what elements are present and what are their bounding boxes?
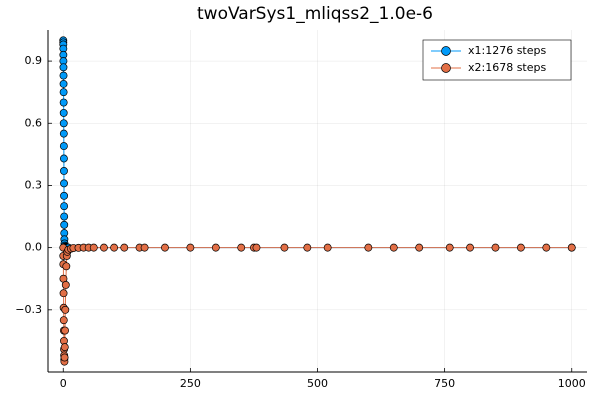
point (59, 71, 68, 80)
y-tick-label: 0.0 (25, 241, 43, 254)
point (61, 326, 69, 335)
y-tick-label: 0.9 (25, 54, 43, 67)
point (466, 243, 474, 252)
point (445, 243, 454, 252)
point (389, 243, 398, 252)
point (59, 108, 68, 117)
point (542, 243, 551, 252)
point (161, 243, 169, 252)
point (59, 129, 68, 138)
point (60, 353, 69, 362)
point (61, 280, 70, 289)
point (211, 243, 220, 252)
point (303, 243, 312, 252)
point (60, 212, 69, 221)
point (59, 63, 68, 72)
point (60, 343, 69, 352)
point (60, 166, 68, 175)
point (99, 243, 108, 252)
chart-title: twoVarSys1_mliqss2_1.0e-6 (197, 4, 433, 24)
point (59, 289, 68, 298)
x-tick-label: 500 (307, 377, 328, 390)
point (280, 243, 289, 252)
point (237, 243, 246, 252)
y-tick-label: 0.6 (25, 116, 43, 129)
point (186, 243, 195, 252)
point (323, 243, 332, 252)
point (59, 316, 68, 325)
y-tick-label: −0.3 (15, 303, 42, 316)
point (567, 243, 576, 252)
point (59, 79, 68, 88)
legend-label: x1:1276 steps (468, 44, 546, 57)
point (62, 262, 71, 271)
legend-marker (441, 63, 451, 73)
x-tick-label: 250 (180, 377, 201, 390)
x-tick-label: 0 (60, 377, 67, 390)
point (415, 243, 424, 252)
point (59, 142, 68, 151)
point (60, 191, 69, 200)
point (60, 202, 69, 211)
point (59, 154, 68, 163)
point (252, 243, 261, 252)
point (516, 243, 525, 252)
point (59, 119, 68, 128)
point (61, 305, 70, 314)
x-tick-label: 1000 (558, 377, 586, 390)
point (59, 98, 68, 107)
point (60, 220, 69, 229)
legend-label: x2:1678 steps (468, 61, 546, 74)
point (110, 243, 119, 252)
legend-box (422, 39, 572, 81)
point (59, 88, 68, 97)
legend-marker (441, 46, 451, 56)
point (120, 243, 129, 252)
point (60, 179, 68, 188)
point (364, 243, 373, 252)
point (89, 243, 98, 252)
point (491, 243, 500, 252)
x-tick-label: 750 (434, 377, 455, 390)
point (140, 243, 149, 252)
y-tick-label: 0.3 (25, 178, 43, 191)
